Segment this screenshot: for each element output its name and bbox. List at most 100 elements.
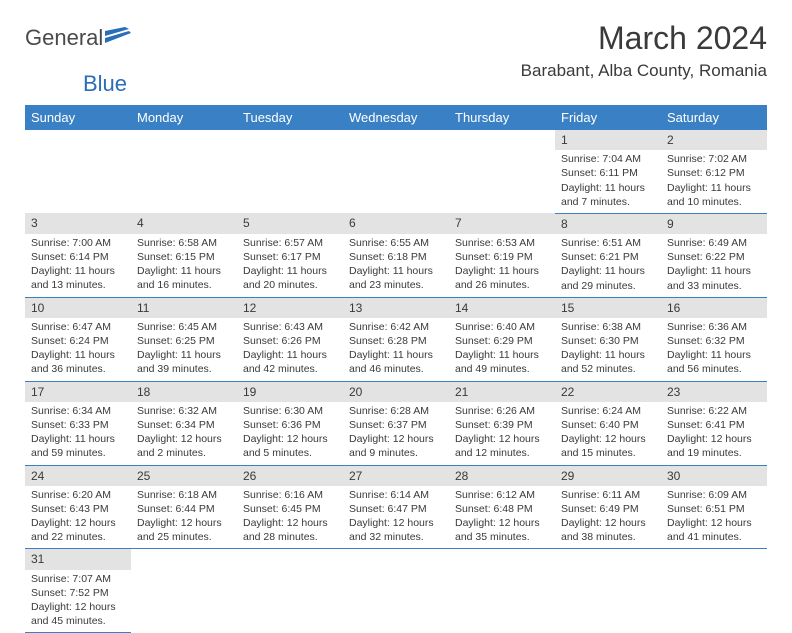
day-details: Sunrise: 6:47 AMSunset: 6:24 PMDaylight:…	[25, 318, 131, 381]
dayname-sunday: Sunday	[25, 105, 131, 130]
day-details: Sunrise: 6:38 AMSunset: 6:30 PMDaylight:…	[555, 318, 661, 381]
calendar-cell: 29Sunrise: 6:11 AMSunset: 6:49 PMDayligh…	[555, 465, 661, 549]
day-number: 3	[25, 213, 131, 233]
day-details: Sunrise: 6:11 AMSunset: 6:49 PMDaylight:…	[555, 486, 661, 549]
calendar-header-row: SundayMondayTuesdayWednesdayThursdayFrid…	[25, 105, 767, 130]
day-details: Sunrise: 6:12 AMSunset: 6:48 PMDaylight:…	[449, 486, 555, 549]
calendar-week: 31Sunrise: 7:07 AMSunset: 7:52 PMDayligh…	[25, 549, 767, 633]
day-details: Sunrise: 6:45 AMSunset: 6:25 PMDaylight:…	[131, 318, 237, 381]
day-number: 28	[449, 466, 555, 486]
day-number: 5	[237, 213, 343, 233]
calendar-cell	[343, 130, 449, 213]
calendar-cell: 20Sunrise: 6:28 AMSunset: 6:37 PMDayligh…	[343, 381, 449, 465]
day-details: Sunrise: 6:20 AMSunset: 6:43 PMDaylight:…	[25, 486, 131, 549]
calendar-cell: 12Sunrise: 6:43 AMSunset: 6:26 PMDayligh…	[237, 297, 343, 381]
day-number: 7	[449, 213, 555, 233]
day-details: Sunrise: 6:53 AMSunset: 6:19 PMDaylight:…	[449, 234, 555, 297]
calendar-cell: 23Sunrise: 6:22 AMSunset: 6:41 PMDayligh…	[661, 381, 767, 465]
day-number: 11	[131, 298, 237, 318]
day-details: Sunrise: 6:57 AMSunset: 6:17 PMDaylight:…	[237, 234, 343, 297]
day-number: 23	[661, 382, 767, 402]
calendar-cell	[449, 130, 555, 213]
day-details: Sunrise: 6:42 AMSunset: 6:28 PMDaylight:…	[343, 318, 449, 381]
calendar-cell: 24Sunrise: 6:20 AMSunset: 6:43 PMDayligh…	[25, 465, 131, 549]
calendar-cell: 2Sunrise: 7:02 AMSunset: 6:12 PMDaylight…	[661, 130, 767, 213]
day-details: Sunrise: 7:02 AMSunset: 6:12 PMDaylight:…	[661, 150, 767, 213]
calendar-cell	[555, 549, 661, 633]
calendar-cell: 15Sunrise: 6:38 AMSunset: 6:30 PMDayligh…	[555, 297, 661, 381]
calendar-cell	[661, 549, 767, 633]
day-details: Sunrise: 6:30 AMSunset: 6:36 PMDaylight:…	[237, 402, 343, 465]
calendar-cell: 25Sunrise: 6:18 AMSunset: 6:44 PMDayligh…	[131, 465, 237, 549]
calendar-cell: 3Sunrise: 7:00 AMSunset: 6:14 PMDaylight…	[25, 213, 131, 297]
calendar-cell: 7Sunrise: 6:53 AMSunset: 6:19 PMDaylight…	[449, 213, 555, 297]
calendar-cell: 18Sunrise: 6:32 AMSunset: 6:34 PMDayligh…	[131, 381, 237, 465]
day-details: Sunrise: 6:55 AMSunset: 6:18 PMDaylight:…	[343, 234, 449, 297]
logo-text-general: General	[25, 25, 103, 51]
calendar-cell: 5Sunrise: 6:57 AMSunset: 6:17 PMDaylight…	[237, 213, 343, 297]
calendar-cell: 22Sunrise: 6:24 AMSunset: 6:40 PMDayligh…	[555, 381, 661, 465]
day-details: Sunrise: 7:04 AMSunset: 6:11 PMDaylight:…	[555, 150, 661, 213]
day-details: Sunrise: 6:18 AMSunset: 6:44 PMDaylight:…	[131, 486, 237, 549]
calendar-cell: 6Sunrise: 6:55 AMSunset: 6:18 PMDaylight…	[343, 213, 449, 297]
logo-text-blue: Blue	[83, 71, 127, 96]
day-details: Sunrise: 6:24 AMSunset: 6:40 PMDaylight:…	[555, 402, 661, 465]
day-number: 19	[237, 382, 343, 402]
day-details: Sunrise: 6:28 AMSunset: 6:37 PMDaylight:…	[343, 402, 449, 465]
day-number: 1	[555, 130, 661, 150]
dayname-saturday: Saturday	[661, 105, 767, 130]
day-details: Sunrise: 7:07 AMSunset: 7:52 PMDaylight:…	[25, 570, 131, 633]
day-details: Sunrise: 6:22 AMSunset: 6:41 PMDaylight:…	[661, 402, 767, 465]
calendar-body: 1Sunrise: 7:04 AMSunset: 6:11 PMDaylight…	[25, 130, 767, 633]
day-details: Sunrise: 6:40 AMSunset: 6:29 PMDaylight:…	[449, 318, 555, 381]
day-number: 24	[25, 466, 131, 486]
logo: General	[25, 25, 131, 51]
calendar-cell: 17Sunrise: 6:34 AMSunset: 6:33 PMDayligh…	[25, 381, 131, 465]
day-number: 10	[25, 298, 131, 318]
day-number: 4	[131, 213, 237, 233]
calendar-cell: 30Sunrise: 6:09 AMSunset: 6:51 PMDayligh…	[661, 465, 767, 549]
day-number: 12	[237, 298, 343, 318]
calendar-cell: 31Sunrise: 7:07 AMSunset: 7:52 PMDayligh…	[25, 549, 131, 633]
calendar-cell	[237, 549, 343, 633]
day-number: 26	[237, 466, 343, 486]
calendar-week: 24Sunrise: 6:20 AMSunset: 6:43 PMDayligh…	[25, 465, 767, 549]
day-details: Sunrise: 6:26 AMSunset: 6:39 PMDaylight:…	[449, 402, 555, 465]
day-number: 18	[131, 382, 237, 402]
calendar-table: SundayMondayTuesdayWednesdayThursdayFrid…	[25, 105, 767, 633]
calendar-cell	[343, 549, 449, 633]
day-number: 31	[25, 549, 131, 569]
dayname-thursday: Thursday	[449, 105, 555, 130]
calendar-cell: 11Sunrise: 6:45 AMSunset: 6:25 PMDayligh…	[131, 297, 237, 381]
calendar-cell: 27Sunrise: 6:14 AMSunset: 6:47 PMDayligh…	[343, 465, 449, 549]
calendar-cell: 9Sunrise: 6:49 AMSunset: 6:22 PMDaylight…	[661, 213, 767, 297]
day-number: 8	[555, 214, 661, 234]
calendar-cell: 1Sunrise: 7:04 AMSunset: 6:11 PMDaylight…	[555, 130, 661, 213]
day-details: Sunrise: 6:14 AMSunset: 6:47 PMDaylight:…	[343, 486, 449, 549]
calendar-week: 3Sunrise: 7:00 AMSunset: 6:14 PMDaylight…	[25, 213, 767, 297]
day-number: 16	[661, 298, 767, 318]
dayname-wednesday: Wednesday	[343, 105, 449, 130]
day-number: 13	[343, 298, 449, 318]
day-details: Sunrise: 6:43 AMSunset: 6:26 PMDaylight:…	[237, 318, 343, 381]
calendar-cell: 8Sunrise: 6:51 AMSunset: 6:21 PMDaylight…	[555, 213, 661, 297]
day-number: 21	[449, 382, 555, 402]
calendar-cell: 19Sunrise: 6:30 AMSunset: 6:36 PMDayligh…	[237, 381, 343, 465]
calendar-cell	[237, 130, 343, 213]
day-details: Sunrise: 6:49 AMSunset: 6:22 PMDaylight:…	[661, 234, 767, 297]
day-details: Sunrise: 6:09 AMSunset: 6:51 PMDaylight:…	[661, 486, 767, 549]
day-number: 17	[25, 382, 131, 402]
calendar-cell: 14Sunrise: 6:40 AMSunset: 6:29 PMDayligh…	[449, 297, 555, 381]
day-details: Sunrise: 6:36 AMSunset: 6:32 PMDaylight:…	[661, 318, 767, 381]
day-details: Sunrise: 6:58 AMSunset: 6:15 PMDaylight:…	[131, 234, 237, 297]
calendar-cell: 13Sunrise: 6:42 AMSunset: 6:28 PMDayligh…	[343, 297, 449, 381]
day-number: 2	[661, 130, 767, 150]
calendar-cell	[131, 130, 237, 213]
day-number: 29	[555, 466, 661, 486]
day-details: Sunrise: 6:51 AMSunset: 6:21 PMDaylight:…	[555, 234, 661, 297]
dayname-tuesday: Tuesday	[237, 105, 343, 130]
day-number: 27	[343, 466, 449, 486]
day-number: 22	[555, 382, 661, 402]
day-number: 14	[449, 298, 555, 318]
calendar-week: 17Sunrise: 6:34 AMSunset: 6:33 PMDayligh…	[25, 381, 767, 465]
